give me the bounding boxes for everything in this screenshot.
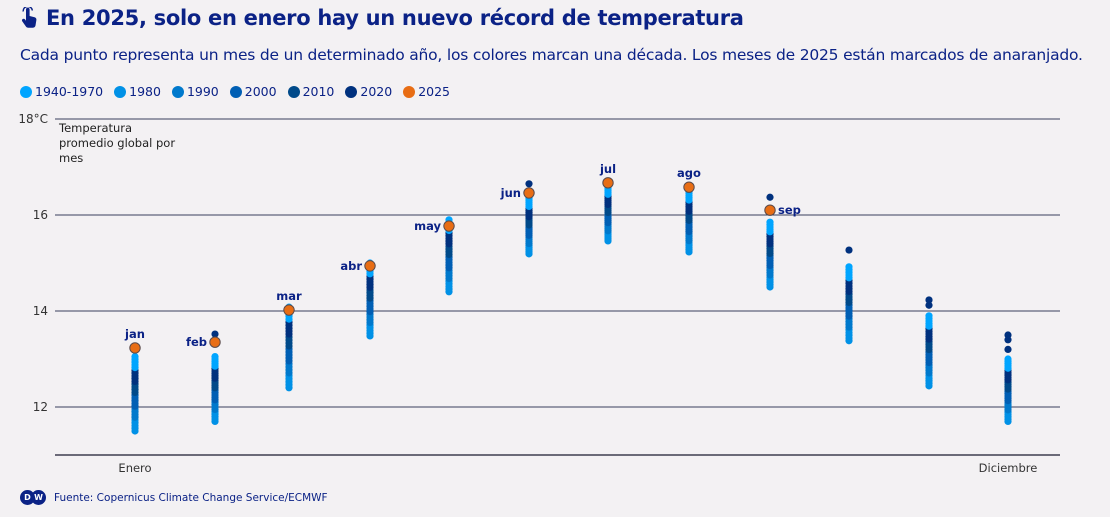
month-label: abr — [340, 259, 362, 273]
data-point-2025 — [764, 204, 776, 216]
data-point-2025 — [523, 187, 535, 199]
dw-logo: D W — [20, 490, 46, 505]
y-tick-label: 16 — [33, 208, 48, 222]
legend-swatch — [345, 85, 358, 98]
legend-label: 2010 — [302, 84, 335, 99]
legend-swatch — [403, 85, 416, 98]
footer: D W Fuente: Copernicus Climate Change Se… — [20, 490, 328, 505]
data-point-2025 — [129, 342, 141, 354]
month-label: jul — [599, 162, 616, 176]
legend-item: 2025 — [403, 84, 450, 99]
legend-swatch — [229, 85, 242, 98]
data-point — [925, 301, 933, 309]
legend-label: 1980 — [129, 84, 161, 99]
y-axis-title: Temperatura promedio global por mes — [59, 121, 176, 165]
chart-subtitle: Cada punto representa un mes de un deter… — [20, 46, 1083, 64]
source-text: Fuente: Copernicus Climate Change Servic… — [54, 491, 328, 504]
dw-logo-w: W — [31, 490, 46, 505]
y-tick-label: 18°C — [18, 112, 48, 126]
data-point — [211, 353, 219, 361]
month-label: ago — [677, 166, 701, 180]
chart-title-text: En 2025, solo en enero hay un nuevo réco… — [46, 6, 744, 30]
data-point — [766, 218, 774, 226]
legend-item: 2020 — [345, 84, 392, 99]
legend-swatch — [171, 85, 184, 98]
legend: 1940-1970 1980 1990 2000 2010 2020 2025 — [20, 84, 450, 99]
month-label: sep — [778, 203, 801, 217]
data-point — [766, 193, 774, 201]
legend-label: 2025 — [418, 84, 451, 99]
legend-label: 1940-1970 — [35, 84, 104, 99]
legend-item: 2000 — [229, 84, 277, 99]
legend-item: 1980 — [114, 84, 161, 99]
chart-title: En 2025, solo en enero hay un nuevo réco… — [20, 6, 744, 30]
month-label: mar — [276, 289, 302, 303]
month-label: jun — [500, 186, 521, 200]
data-point-2025 — [683, 181, 695, 193]
legend-label: 2020 — [360, 84, 393, 99]
hand-pointer-icon — [21, 7, 37, 28]
legend-swatch — [114, 85, 127, 98]
data-point — [211, 330, 219, 338]
data-point — [1004, 345, 1012, 353]
data-point — [131, 353, 139, 361]
data-point — [925, 312, 933, 320]
month-label: jan — [124, 327, 145, 341]
legend-item: 1990 — [171, 84, 219, 99]
y-tick-label: 12 — [33, 400, 48, 414]
data-point — [1004, 355, 1012, 363]
legend-label: 2000 — [244, 84, 277, 99]
data-point-2025 — [602, 177, 614, 189]
legend-item: 2010 — [287, 84, 335, 99]
data-point — [525, 180, 533, 188]
legend-item: 1940-1970 — [20, 84, 103, 99]
legend-label: 1990 — [186, 84, 219, 99]
legend-swatch — [20, 85, 32, 98]
x-tick-label-first: Enero — [118, 461, 151, 475]
y-tick-label: 14 — [33, 304, 48, 318]
legend-swatch — [287, 85, 300, 98]
data-point — [845, 263, 853, 271]
data-point — [925, 296, 933, 304]
data-point-2025 — [209, 336, 221, 348]
month-label: may — [414, 219, 441, 233]
data-point-2025 — [364, 260, 376, 272]
month-label: feb — [186, 335, 207, 349]
data-point — [1004, 331, 1012, 339]
x-tick-label-last: Diciembre — [979, 461, 1038, 475]
data-point — [845, 246, 853, 254]
data-point-2025 — [283, 304, 295, 316]
data-point-2025 — [443, 220, 455, 232]
